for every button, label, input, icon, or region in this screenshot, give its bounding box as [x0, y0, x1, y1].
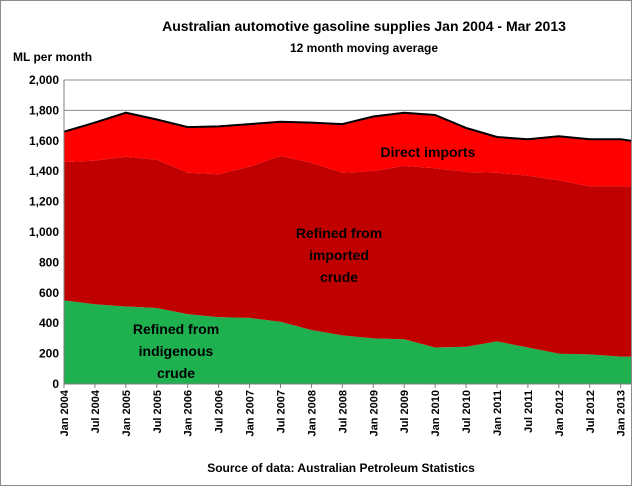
x-tick-label: Jul 2012 — [585, 390, 597, 433]
y-axis-label: ML per month — [13, 50, 92, 64]
x-tick-label: Jan 2013 — [616, 390, 628, 436]
x-tick-label: Jan 2011 — [492, 390, 504, 436]
series-annotations: Refined from indigenous crude Refined from i… — [133, 144, 476, 381]
annotation-refined-from-imported-crude: crude — [320, 269, 358, 285]
chart-subtitle: 12 month moving average — [290, 41, 438, 55]
y-tick-label: 1,200 — [29, 195, 59, 209]
source-note: Source of data: Australian Petroleum Sta… — [207, 461, 475, 475]
y-tick-label: 1,000 — [29, 225, 59, 239]
x-tick-label: Jul 2005 — [152, 390, 164, 433]
y-tick-labels: 0 200 400 600 800 1,000 1,200 1,400 1,600 1,800 2,… — [29, 73, 59, 391]
total-line — [63, 111, 631, 142]
x-tick-label: Jan 2008 — [306, 390, 318, 436]
y-tick-label: 1,800 — [29, 103, 59, 117]
x-tick-label: Jul 2007 — [276, 390, 288, 433]
x-tick-label: Jul 2004 — [90, 389, 102, 433]
annotation-refined-from-imported-crude: imported — [309, 247, 369, 263]
x-tick-label: Jul 2010 — [461, 390, 473, 433]
x-tick-label: Jan 2007 — [245, 390, 257, 436]
x-tick-label: Jan 2010 — [430, 390, 442, 436]
y-tick-label: 1,600 — [29, 134, 59, 148]
area-direct-imports — [64, 112, 631, 187]
annotation-refined-from-indigenous-crude: crude — [157, 365, 195, 381]
area-refined-from-imported-crude — [64, 156, 631, 357]
y-tick-label: 200 — [39, 347, 59, 361]
y-tick-label: 400 — [39, 316, 59, 330]
y-tick-label: 0 — [52, 377, 59, 391]
y-tick-label: 800 — [39, 255, 59, 269]
y-tick-label: 600 — [39, 286, 59, 300]
x-tick-label: Jul 2011 — [523, 390, 535, 433]
x-tick-label: Jul 2009 — [399, 390, 411, 433]
x-tick-label: Jan 2006 — [183, 390, 195, 436]
axis-layer — [63, 80, 631, 385]
area-refined-from-indigenous-crude — [64, 300, 631, 384]
annotation-direct-imports: Direct imports — [381, 144, 476, 160]
chart-title: Australian automotive gasoline supplies … — [162, 18, 566, 34]
x-tick-label: Jan 2005 — [121, 390, 133, 436]
x-tick-labels: Jan 2004 Jul 2004 Jan 2005 Jul 2005 Jan 2006… — [59, 384, 628, 436]
x-tick-label: Jul 2008 — [337, 390, 349, 433]
y-tick-label: 1,400 — [29, 164, 59, 178]
y-tick-label: 2,000 — [29, 73, 59, 87]
annotation-refined-from-indigenous-crude: indigenous — [139, 343, 214, 359]
x-tick-label: Jan 2012 — [554, 390, 566, 436]
x-tick-label: Jul 2006 — [214, 390, 226, 433]
x-tick-label: Jan 2004 — [59, 389, 71, 436]
x-tick-label: Jan 2009 — [368, 390, 380, 436]
annotation-refined-from-imported-crude: Refined from — [296, 225, 382, 241]
area-layer — [63, 111, 631, 384]
annotation-refined-from-indigenous-crude: Refined from — [133, 321, 219, 337]
